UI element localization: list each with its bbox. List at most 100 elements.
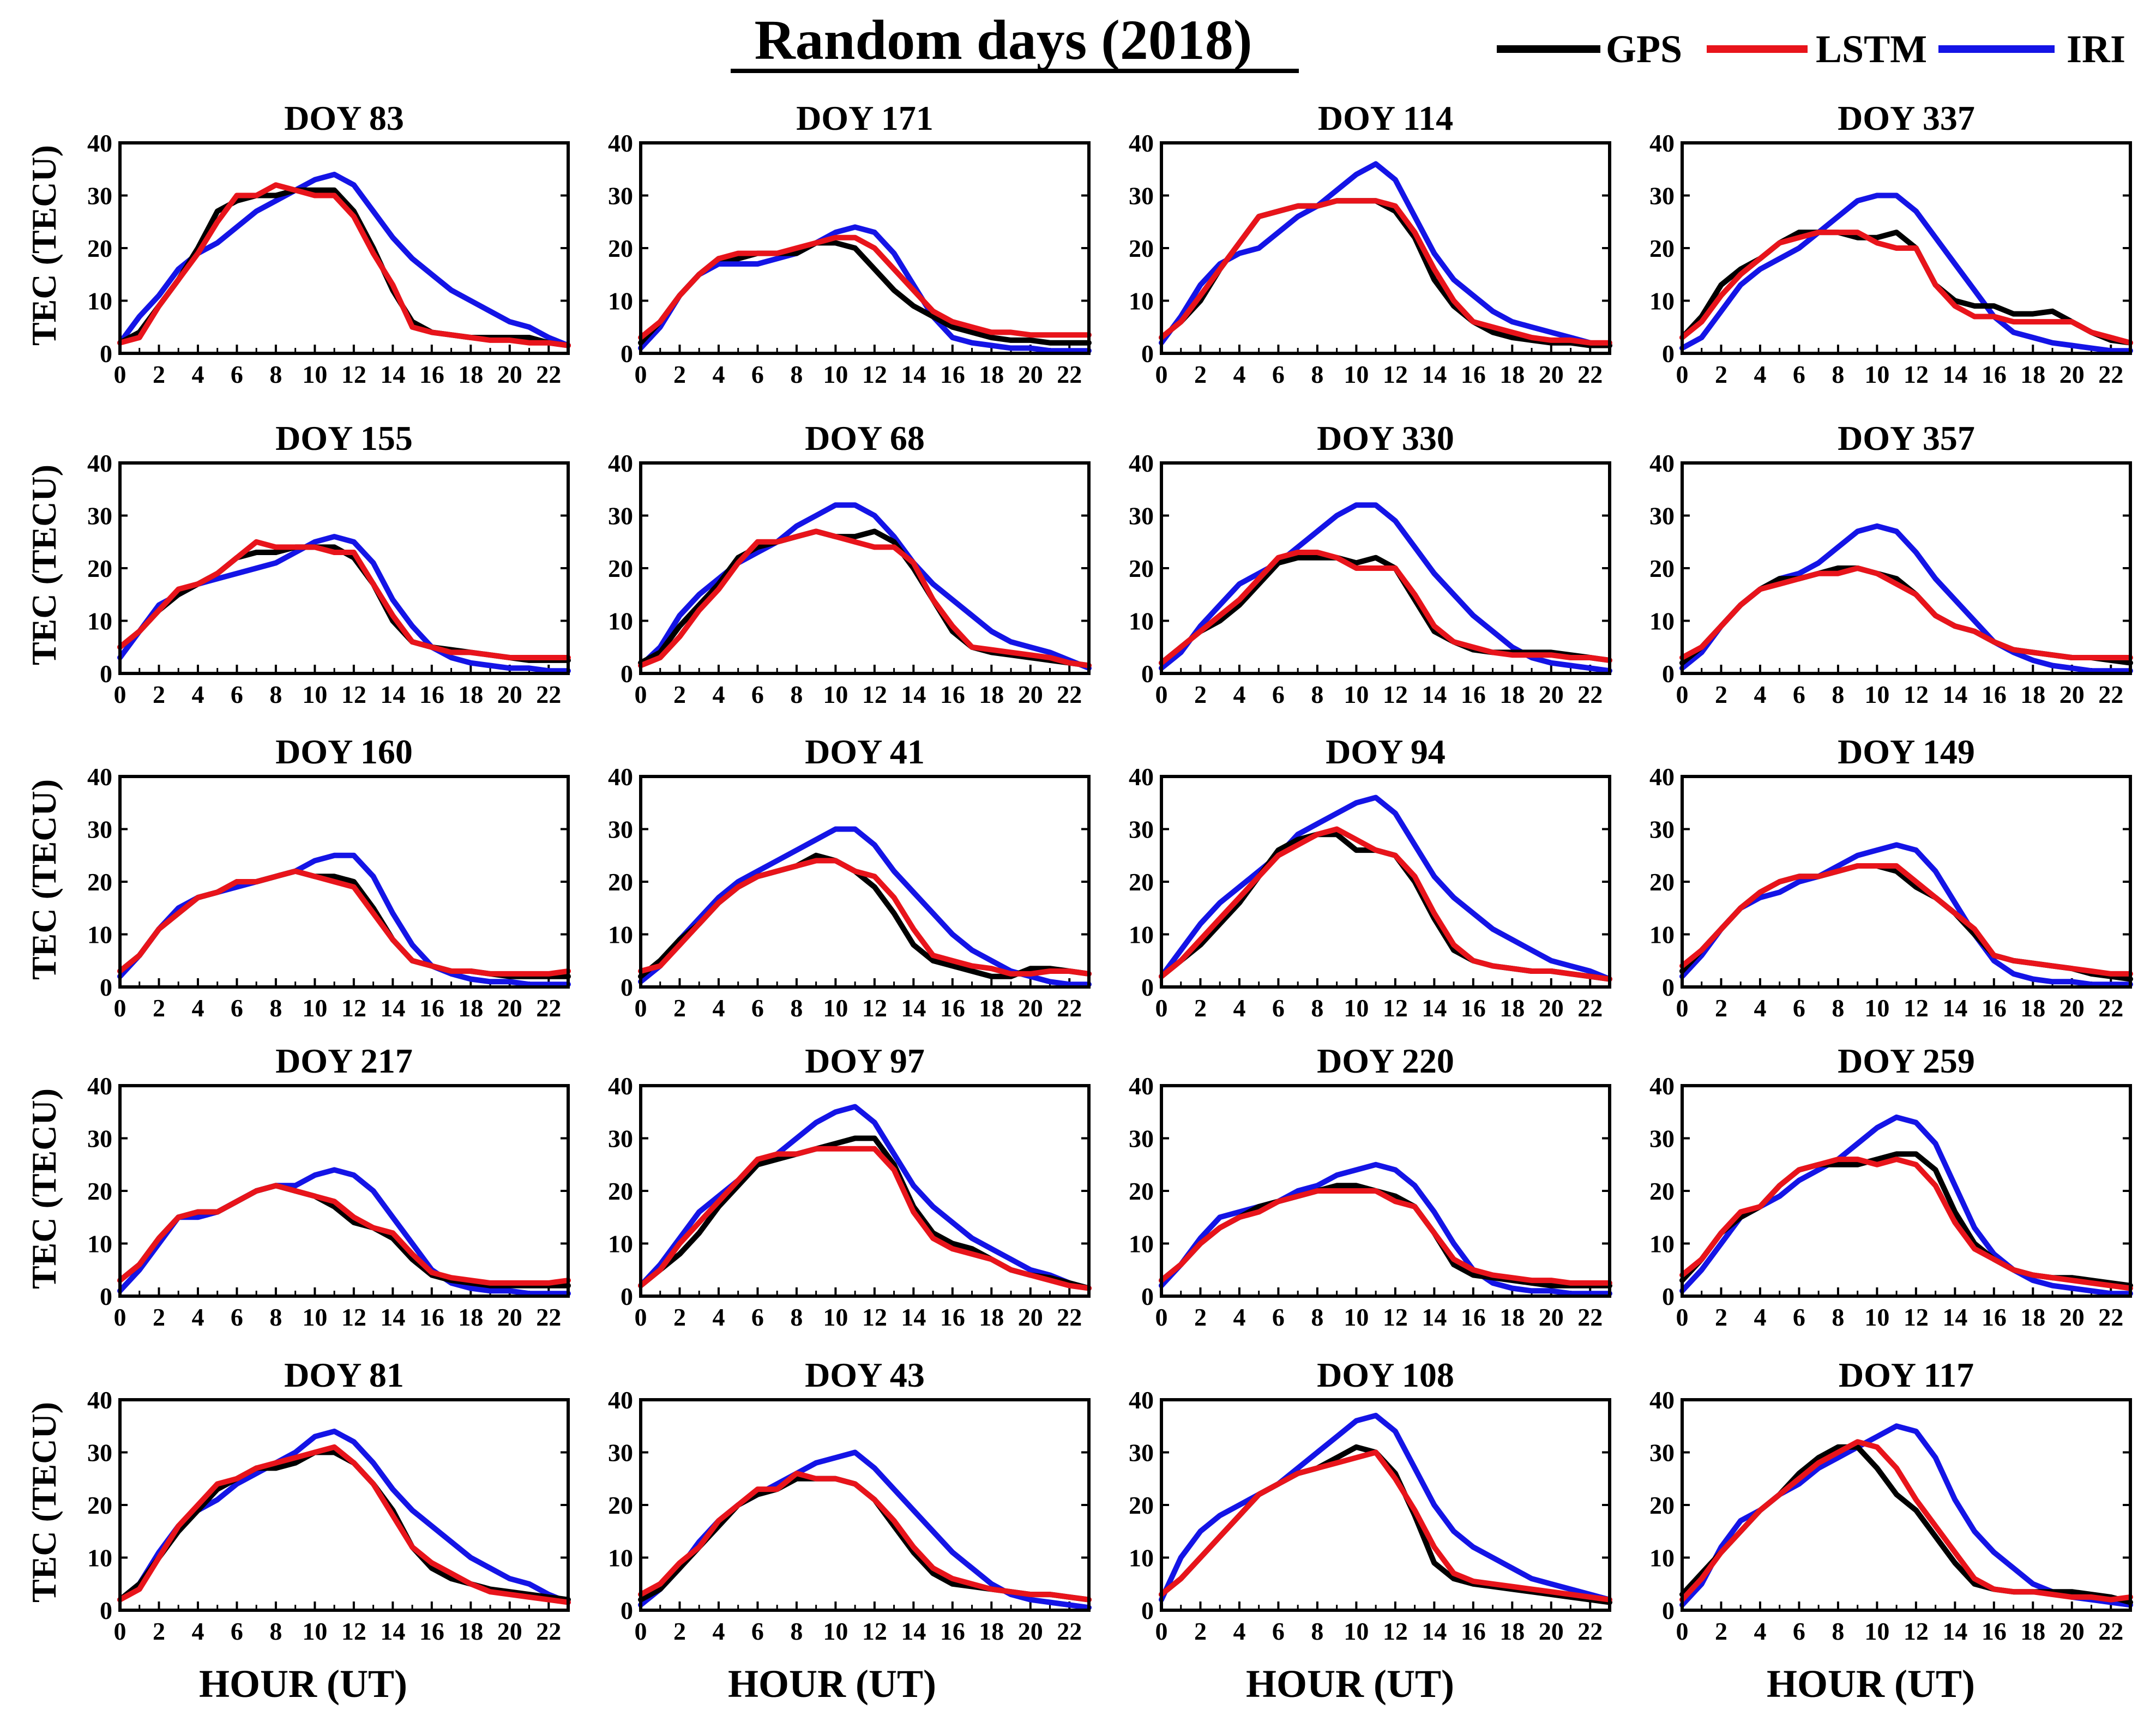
x-tick-label: 2 [673,994,686,1022]
x-tick-label: 20 [1018,994,1043,1022]
x-tick-label: 16 [940,360,965,388]
plot-frame [1681,1398,2132,1612]
x-tick-label: 6 [751,360,764,388]
x-tick-label: 10 [302,360,327,388]
y-tick-label: 0 [1141,1597,1154,1624]
x-tick-label: 18 [979,360,1004,388]
y-tick-label: 40 [87,763,112,791]
series-line-lstm [117,539,571,660]
panel-title: DOY 171 [796,99,934,137]
x-tick-label: 18 [1499,360,1525,388]
x-tick-label: 18 [458,1617,483,1645]
x-tick-label: 8 [1311,681,1323,708]
y-tick-label: 40 [87,129,112,157]
x-tick-label: 18 [458,1303,483,1331]
x-tick-label: 16 [1982,1303,2007,1331]
series-line-lstm [1159,826,1612,982]
series-line-lstm [117,1183,571,1286]
x-tick-label: 2 [673,681,686,708]
x-tick-label: 16 [940,1303,965,1331]
x-tick-label: 4 [1233,681,1245,708]
x-tick-label: 2 [1715,360,1727,388]
x-tick-label: 10 [823,681,848,708]
series-line-lstm [1159,1188,1612,1286]
y-tick-label: 10 [608,921,633,949]
x-tick-label: 4 [191,1303,204,1331]
x-tick-label: 2 [1194,681,1207,708]
x-tick-label: 8 [1832,994,1844,1022]
x-tick-label: 12 [862,681,887,708]
x-tick-label: 8 [1832,360,1844,388]
panel-title: DOY 114 [1318,99,1453,137]
panel-title: DOY 337 [1838,99,1975,137]
x-tick-label: 16 [419,994,444,1022]
plot-frame [639,1084,1091,1298]
plot-frame [1681,1084,2132,1298]
plot-frame [118,461,570,675]
series-line-iri [1679,842,2133,988]
series-line-iri [1679,192,2133,354]
y-tick-label: 10 [1129,287,1154,315]
y-tick-label: 20 [608,1491,633,1519]
y-tick-label: 20 [608,1177,633,1205]
x-tick-label: 10 [302,994,327,1022]
x-tick-label: 0 [1676,360,1689,388]
x-tick-label: 6 [1793,360,1805,388]
y-tick-label: 10 [87,1544,112,1572]
x-tick-label: 20 [497,1303,522,1331]
y-tick-label: 40 [608,449,633,477]
x-tick-label: 20 [1539,1617,1564,1645]
y-tick-label: 40 [1649,129,1675,157]
x-tick-label: 14 [1422,1303,1447,1331]
y-tick-label: 0 [621,1597,633,1624]
x-axis-label-col-4: HOUR (UT) [1767,1662,1975,1706]
plot-frame [118,141,570,355]
x-tick-label: 18 [2020,1617,2045,1645]
plot-frame [1681,141,2132,355]
x-tick-label: 22 [536,1617,561,1645]
panel-title: DOY 68 [805,419,925,457]
x-tick-label: 22 [2098,681,2123,708]
y-tick-label: 30 [1649,816,1675,844]
x-tick-label: 12 [341,360,366,388]
plot-frame [1160,1398,1611,1612]
y-tick-label: 20 [1129,234,1154,262]
x-tick-label: 12 [1904,994,1929,1022]
x-tick-label: 10 [1344,360,1369,388]
x-tick-label: 2 [1715,1617,1727,1645]
x-tick-label: 16 [1461,681,1486,708]
legend: GPS LSTM IRI [1497,27,2125,71]
x-tick-label: 18 [458,360,483,388]
y-tick-label: 30 [87,816,112,844]
series-line-iri [638,502,1092,671]
y-tick-label: 0 [1662,973,1675,1001]
x-tick-label: 22 [1577,1617,1603,1645]
x-tick-label: 12 [341,681,366,708]
x-tick-label: 0 [1676,994,1689,1022]
x-tick-label: 22 [2098,1303,2123,1331]
y-tick-label: 40 [608,763,633,791]
y-tick-label: 0 [621,1283,633,1310]
x-tick-label: 10 [823,1303,848,1331]
x-tick-label: 4 [1754,1617,1766,1645]
y-tick-label: 10 [1649,287,1675,315]
y-tick-label: 40 [608,1386,633,1414]
x-tick-label: 16 [419,1303,444,1331]
x-tick-label: 18 [979,1617,1004,1645]
y-tick-label: 10 [608,287,633,315]
x-tick-label: 8 [1832,1617,1844,1645]
y-tick-label: 0 [1141,660,1154,688]
x-tick-label: 2 [153,1303,165,1331]
y-tick-label: 40 [87,1386,112,1414]
panel-title: DOY 155 [275,419,413,457]
x-tick-label: 2 [1194,1617,1207,1645]
x-tick-label: 14 [901,1617,926,1645]
x-tick-label: 18 [2020,360,2045,388]
y-tick-label: 0 [1662,340,1675,368]
x-tick-label: 16 [1461,994,1486,1022]
y-tick-label: 30 [608,502,633,530]
x-tick-label: 0 [114,681,127,708]
